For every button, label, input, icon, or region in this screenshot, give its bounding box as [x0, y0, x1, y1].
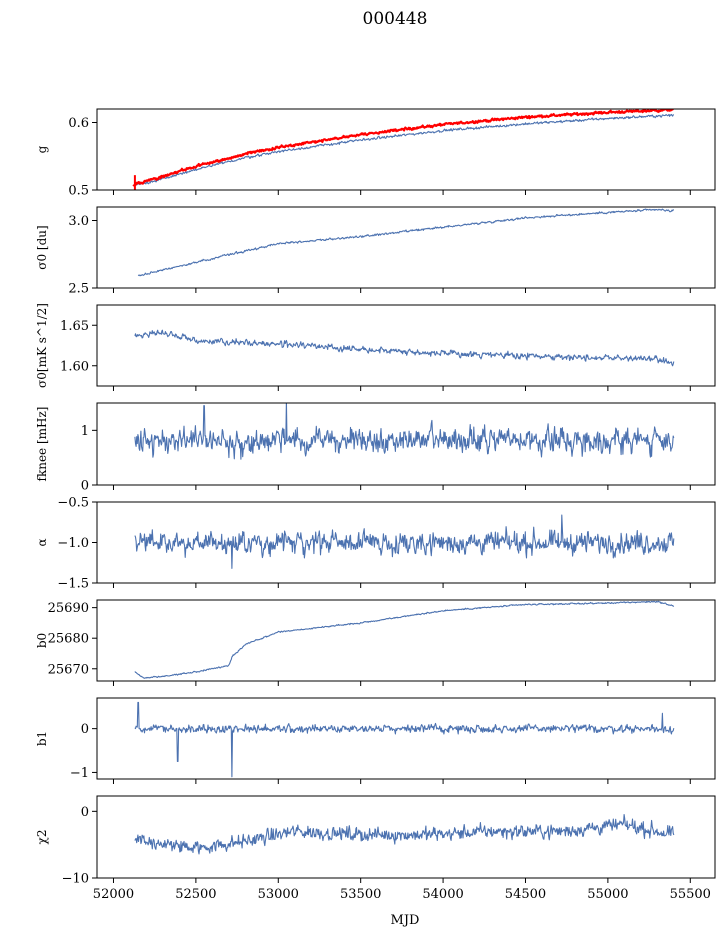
y-axis-label: χ2 [35, 830, 49, 845]
panel-fknee: 0 1 fknee [mHz] [35, 402, 716, 494]
x-tick-label: 52000 [93, 887, 134, 902]
y-tick-label: 1.60 [60, 359, 89, 374]
plot-area [134, 403, 675, 460]
panel-g: 0.5 0.6 g [35, 108, 716, 199]
figure-title: 000448 [363, 9, 428, 29]
panel-sigma0_mk: 1.60 1.65 σ0[mK s^1/2] [35, 303, 716, 391]
y-axis-label: α [35, 538, 49, 546]
y-tick-label: −0.5 [57, 496, 89, 511]
plot-area [134, 514, 675, 569]
y-tick-label: 2.5 [68, 282, 89, 297]
y-tick-label: 0 [81, 722, 89, 737]
y-tick-label: 0.5 [68, 184, 89, 199]
y-axis-label: b1 [35, 731, 49, 746]
series-line-g-0 [133, 113, 675, 187]
x-tick-label: 54500 [505, 887, 546, 902]
axes-frame [96, 402, 716, 486]
y-tick-label: 3.0 [68, 214, 89, 229]
series-line-b1-0 [134, 701, 675, 778]
axes-frame [96, 795, 716, 879]
y-tick-label: 1 [81, 424, 89, 439]
x-tick-label: 52500 [175, 887, 216, 902]
x-tick-label: 55500 [670, 887, 711, 902]
series-line-sigma0_mk-0 [134, 329, 675, 367]
series-line-alpha-0 [134, 514, 675, 569]
x-tick-label: 54000 [422, 887, 463, 902]
y-tick-label: 25670 [48, 662, 89, 677]
series-line-chi2-0 [134, 814, 675, 855]
y-axis-label: g [35, 145, 49, 153]
y-tick-label: −1.0 [57, 536, 89, 551]
y-axis-label: b0 [35, 633, 49, 648]
y-tick-label: 1.65 [60, 319, 89, 334]
y-tick-label: 0.6 [68, 116, 89, 131]
plot-area [134, 329, 675, 367]
plot-area [134, 600, 675, 679]
y-axis-label: fknee [mHz] [35, 407, 49, 482]
axes-frame [96, 206, 716, 289]
y-tick-label: 25690 [48, 601, 89, 616]
series-line-sigma0_du-0 [137, 208, 675, 277]
panel-b1: −1 0 b1 [35, 697, 716, 784]
series-line-fknee-0 [134, 403, 675, 460]
plot-area [137, 208, 675, 277]
x-tick-label: 53500 [340, 887, 381, 902]
x-tick-label: 53000 [258, 887, 299, 902]
plot-area [132, 109, 675, 190]
x-axis-label: MJD [391, 913, 420, 928]
panel-alpha: −1.5 −1.0 −0.5 α [35, 496, 716, 592]
panel-b0: 25670 25680 25690 b0 [35, 599, 716, 686]
y-tick-label: −10 [62, 872, 89, 887]
y-tick-label: −1.5 [57, 577, 89, 592]
panel-chi2: −10 0 52000 52500 53000 53500 54000 54500 55000 5… [35, 795, 716, 902]
axes-frame [96, 697, 716, 780]
y-tick-label: 0 [81, 805, 89, 820]
plot-area [134, 814, 675, 855]
axes-frame [96, 108, 716, 191]
axes-frame [96, 304, 716, 387]
series-line-b0-0 [134, 600, 675, 679]
y-tick-label: −1 [70, 766, 89, 781]
y-axis-label: σ0 [du] [35, 225, 49, 269]
panel-sigma0_du: 2.5 3.0 σ0 [du] [35, 206, 716, 297]
plot-area [134, 701, 675, 778]
y-tick-label: 25680 [48, 632, 89, 647]
axes-frame [96, 599, 716, 682]
y-axis-label: σ0[mK s^1/2] [35, 303, 49, 388]
x-tick-label: 55000 [587, 887, 628, 902]
y-tick-label: 0 [81, 479, 89, 494]
series-line-g-1 [132, 109, 675, 187]
